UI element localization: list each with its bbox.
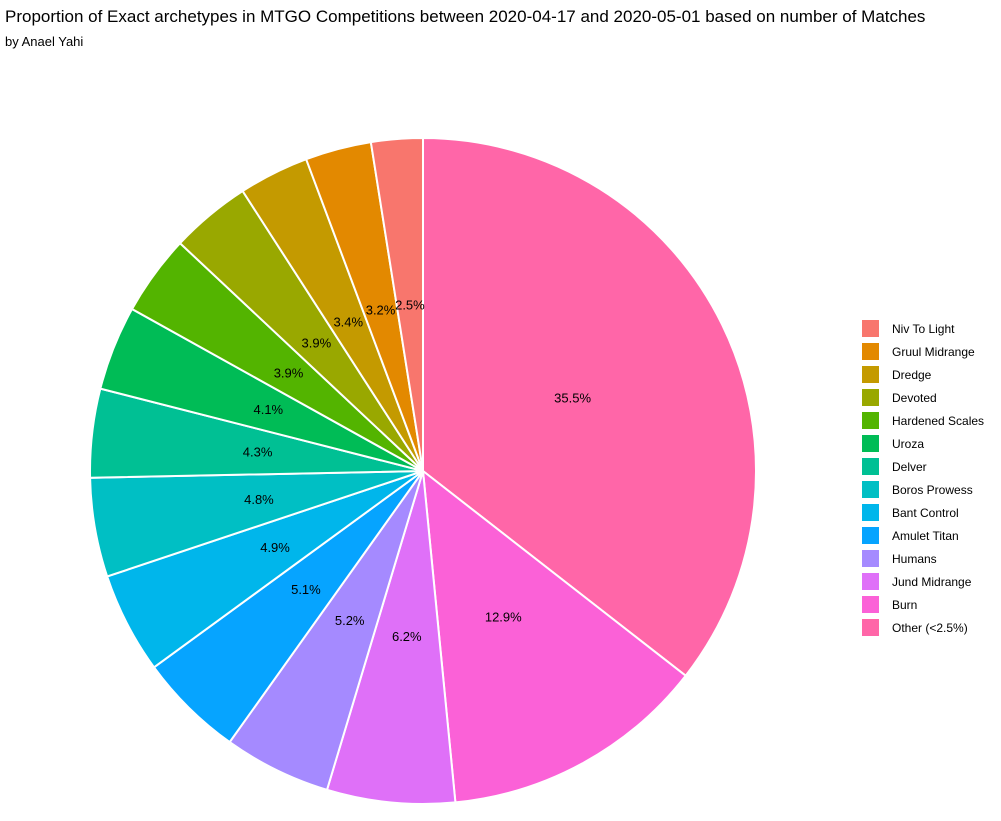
legend-swatch (862, 458, 879, 475)
legend: Niv To Light Gruul Midrange Dredge Devoted H… (862, 317, 984, 639)
legend-label: Other (<2.5%) (892, 620, 968, 635)
slice-value-label: 4.9% (260, 540, 290, 555)
slice-value-label: 4.1% (253, 402, 283, 417)
legend-swatch (862, 504, 879, 521)
slice-value-label: 2.5% (395, 298, 425, 313)
legend-item: Uroza (862, 432, 984, 455)
legend-label: Burn (892, 597, 918, 612)
legend-swatch (862, 389, 879, 406)
legend-swatch (862, 481, 879, 498)
legend-swatch (862, 619, 879, 636)
slice-value-label: 4.8% (244, 492, 274, 507)
legend-swatch (862, 573, 879, 590)
legend-label: Humans (892, 551, 937, 566)
pie-slice-burn (421, 468, 688, 804)
chart-title: Proportion of Exact archetypes in MTGO C… (5, 7, 926, 26)
legend-item: Amulet Titan (862, 524, 984, 547)
pie-slice-jund-midrange (325, 470, 457, 805)
legend-item: Hardened Scales (862, 409, 984, 432)
legend-swatch (862, 596, 879, 613)
legend-label: Delver (892, 459, 927, 474)
legend-swatch (862, 412, 879, 429)
legend-item: Boros Prowess (862, 478, 984, 501)
legend-item: Burn (862, 593, 984, 616)
slice-value-label: 4.3% (243, 444, 273, 459)
slice-value-label: 3.4% (333, 315, 363, 330)
legend-item: Devoted (862, 386, 984, 409)
legend-label: Boros Prowess (892, 482, 973, 497)
legend-label: Niv To Light (892, 321, 955, 336)
slice-value-label: 5.2% (335, 613, 365, 628)
legend-label: Dredge (892, 367, 932, 382)
legend-swatch (862, 527, 879, 544)
legend-item: Other (<2.5%) (862, 616, 984, 639)
legend-label: Hardened Scales (892, 413, 985, 428)
legend-label: Bant Control (892, 505, 959, 520)
slice-value-label: 6.2% (392, 629, 422, 644)
legend-swatch (862, 320, 879, 337)
legend-label: Amulet Titan (892, 528, 959, 543)
slice-value-label: 5.1% (291, 582, 321, 597)
legend-item: Delver (862, 455, 984, 478)
legend-item: Dredge (862, 363, 984, 386)
slice-value-label: 12.9% (485, 609, 522, 624)
slice-value-label: 3.9% (302, 336, 332, 351)
legend-swatch (862, 366, 879, 383)
legend-item: Jund Midrange (862, 570, 984, 593)
legend-item: Niv To Light (862, 317, 984, 340)
legend-item: Bant Control (862, 501, 984, 524)
slice-value-label: 3.9% (274, 365, 304, 380)
legend-swatch (862, 550, 879, 567)
legend-item: Gruul Midrange (862, 340, 984, 363)
slice-value-label: 35.5% (554, 390, 591, 405)
slice-value-label: 3.2% (366, 303, 396, 318)
chart-subtitle: by Anael Yahi (5, 34, 84, 49)
legend-label: Gruul Midrange (892, 344, 975, 359)
legend-label: Uroza (892, 436, 925, 451)
legend-swatch (862, 343, 879, 360)
legend-label: Jund Midrange (892, 574, 972, 589)
legend-item: Humans (862, 547, 984, 570)
pie-slice-other-2-5 (422, 136, 757, 678)
pie-slice-niv-to-light (369, 136, 424, 472)
legend-swatch (862, 435, 879, 452)
legend-label: Devoted (892, 390, 937, 405)
